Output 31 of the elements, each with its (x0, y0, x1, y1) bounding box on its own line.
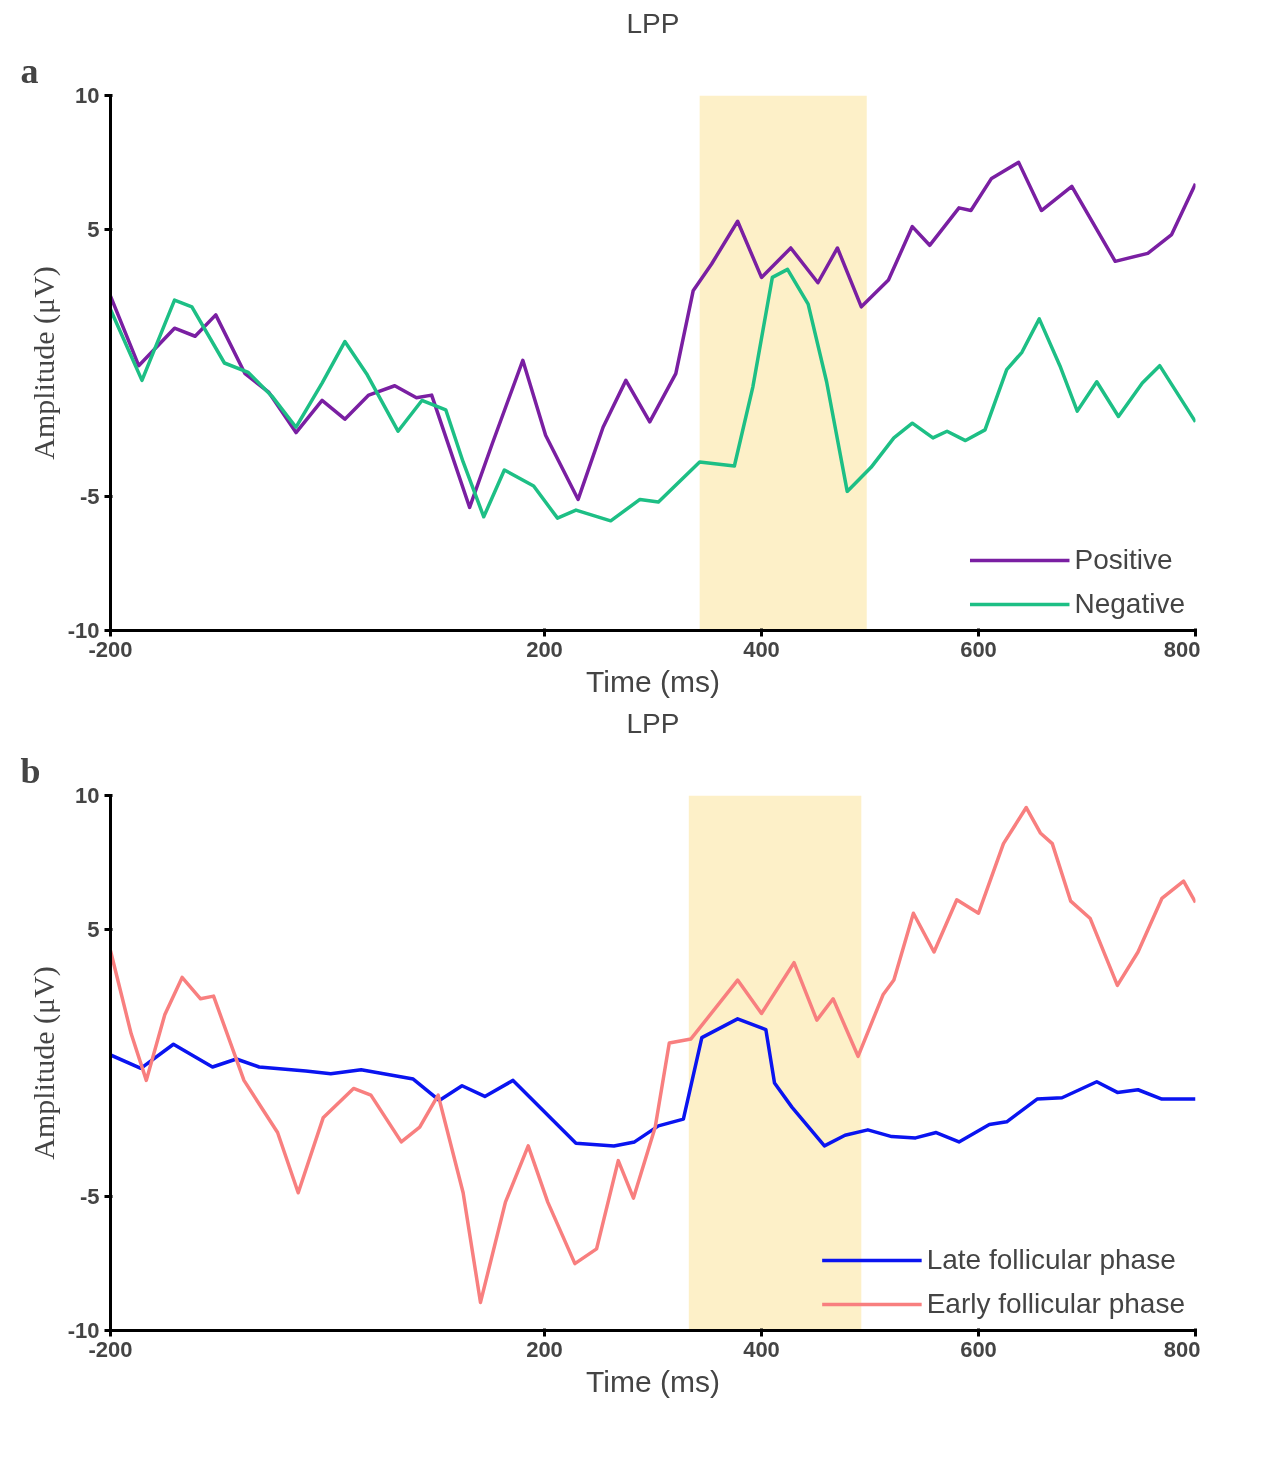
y-axis-title: Amplitude (μV) (26, 966, 61, 1160)
x-tick-label: 600 (960, 1336, 997, 1362)
x-tick-label: 200 (526, 636, 563, 662)
text: a (20, 50, 39, 91)
line-series (110, 1017, 1196, 1148)
y-tick-label: -10 (67, 1318, 100, 1343)
text: b (20, 750, 41, 791)
chart-title: LPP (626, 7, 680, 39)
y-tick-label: 5 (87, 216, 100, 242)
x-axis-title: Time (ms) (586, 664, 720, 698)
line-series (110, 160, 1196, 510)
y-tick-label: -5 (79, 1184, 100, 1210)
x-tick-label: 400 (743, 636, 780, 662)
chart-title: LPP (626, 707, 680, 739)
legend-label: Early follicular phase (926, 1288, 1185, 1320)
legend-label: Late follicular phase (926, 1244, 1176, 1276)
x-axis-title: Time (ms) (586, 1364, 720, 1398)
legend-label: Positive (1074, 544, 1173, 576)
y-tick-label: 5 (87, 916, 100, 942)
y-tick-label: -5 (79, 484, 100, 510)
y-tick-label: -10 (67, 618, 100, 643)
x-tick-label: 800 (1163, 636, 1201, 662)
x-tick-label: 400 (743, 1336, 780, 1362)
x-tick-label: 600 (960, 636, 997, 662)
y-tick-label: 10 (75, 83, 100, 108)
x-tick-label: 200 (526, 1336, 563, 1362)
x-tick-label: 800 (1163, 1336, 1201, 1362)
legend-label: Negative (1074, 588, 1185, 620)
y-tick-label: 10 (75, 783, 100, 808)
y-axis-title: Amplitude (μV) (26, 266, 61, 460)
line-series (110, 267, 1196, 523)
